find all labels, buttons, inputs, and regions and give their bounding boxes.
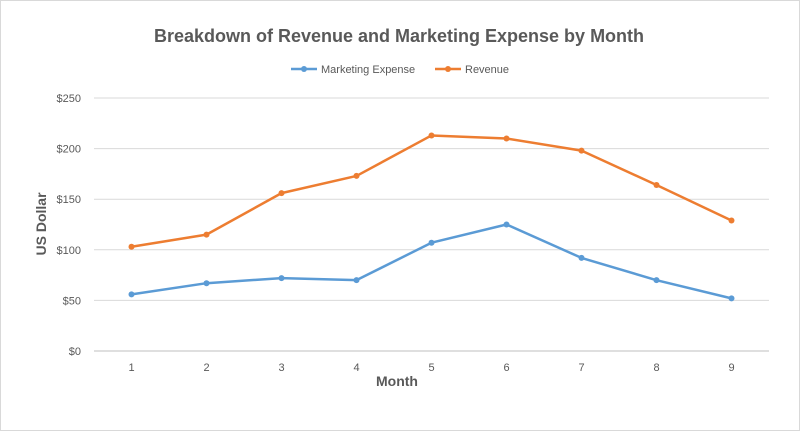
y-tick-label: $50	[63, 295, 81, 307]
legend-marker	[301, 66, 307, 72]
data-point	[578, 254, 585, 261]
x-tick-label: 5	[428, 362, 434, 374]
data-point	[353, 277, 360, 284]
data-point	[203, 280, 210, 287]
data-point	[353, 172, 360, 179]
y-tick-label: $100	[57, 245, 81, 257]
x-axis-label: Month	[376, 373, 418, 389]
gridlines	[94, 97, 769, 352]
data-point	[728, 295, 735, 302]
legend-label: Marketing Expense	[321, 64, 415, 76]
series-line-revenue	[131, 134, 733, 248]
x-tick-label: 1	[128, 362, 134, 374]
data-point	[503, 221, 510, 228]
data-point	[278, 190, 285, 197]
y-axis-label: US Dollar	[33, 192, 49, 256]
data-point	[728, 217, 735, 224]
legend-label: Revenue	[465, 64, 509, 76]
x-tick-label: 2	[203, 362, 209, 374]
x-tick-label: 3	[278, 362, 284, 374]
x-tick-label: 7	[578, 362, 584, 374]
data-point	[128, 243, 135, 250]
x-tick-label: 6	[503, 362, 509, 374]
y-tick-label: $250	[57, 93, 81, 105]
series-lines	[128, 132, 735, 302]
legend-marker	[445, 66, 451, 72]
y-tick-label: $200	[57, 144, 81, 156]
data-point	[503, 135, 510, 142]
series-line-marketing-expense	[131, 223, 732, 300]
data-point	[203, 231, 210, 238]
data-point	[428, 239, 435, 246]
x-tick-label: 4	[353, 362, 359, 374]
x-ticks: 1 2 3 4 5 6 7 8 9	[128, 362, 734, 374]
data-point	[128, 291, 135, 298]
data-point	[578, 147, 585, 154]
y-tick-label: $150	[57, 194, 81, 206]
data-point	[278, 275, 285, 282]
data-point	[653, 277, 660, 284]
data-point	[653, 182, 660, 189]
chart-title: Breakdown of Revenue and Marketing Expen…	[154, 26, 644, 46]
legend: Marketing Expense Revenue	[291, 64, 509, 76]
x-tick-label: 9	[728, 362, 734, 374]
y-tick-label: $0	[69, 346, 81, 358]
data-point	[428, 132, 435, 139]
x-tick-label: 8	[653, 362, 659, 374]
y-ticks: $0 $50 $100 $150 $200 $250	[57, 93, 81, 358]
